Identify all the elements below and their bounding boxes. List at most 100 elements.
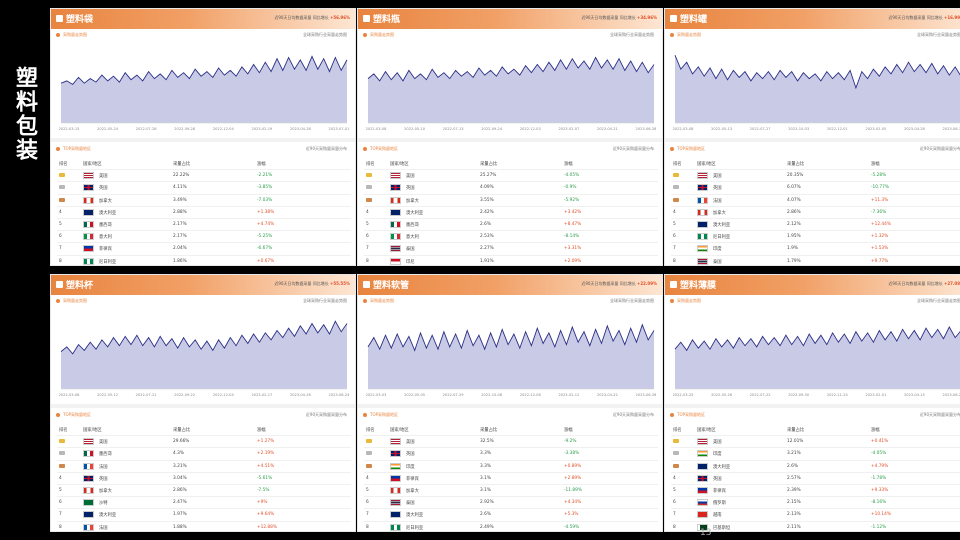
dot-icon [363, 299, 367, 303]
rank-cell: 6 [59, 234, 62, 239]
share-value: 2.86% [173, 487, 187, 493]
flag-icon [83, 450, 94, 458]
header-rank: 排名 [59, 428, 68, 433]
share-value: 25.27% [480, 173, 497, 179]
rank-text: 5 [673, 221, 676, 227]
panel-title: 塑料瓶 [373, 15, 401, 25]
box-icon [363, 15, 370, 22]
growth-cell: -10.77% [871, 185, 889, 191]
country-name: 菲律宾 [406, 476, 419, 482]
share-value: 22.22% [173, 173, 190, 179]
rank-text: 4 [366, 475, 369, 481]
rank-cell [673, 451, 679, 457]
rank-text: 5 [59, 487, 62, 493]
growth-cell: +0.89% [564, 463, 582, 469]
header-growth: 涨幅 [871, 428, 880, 433]
country-name: 印度 [713, 452, 722, 458]
rank-cell [366, 185, 372, 191]
rank-text: 4 [673, 475, 676, 481]
flag-icon [390, 450, 401, 458]
share-value: 2.39% [787, 487, 801, 493]
country-name: 俄罗斯 [713, 501, 726, 507]
country-name: 澳大利亚 [406, 210, 424, 216]
table-row: 8 尼日利亚 1.86% +0.67% [57, 256, 351, 266]
x-tick-label: 2022-05-24 [97, 127, 119, 131]
chart-note: 全球采购行业采量走势图 [303, 32, 347, 37]
chart-area [61, 321, 347, 389]
panel-grid: 塑料袋 近90天日均数据采量 同比增长 +56.96% 采购量走势图 全球采购行… [50, 8, 960, 538]
growth-cell: +3.42% [564, 209, 582, 215]
table-sub-label: TOP采购量地区 [370, 146, 399, 151]
rank-cell: 6 [673, 500, 676, 505]
header-rank: 排名 [673, 162, 682, 167]
flag-icon [697, 511, 708, 519]
rank-cell: 7 [366, 512, 369, 517]
rank-cell: 5 [673, 488, 676, 493]
country-name: 印尼 [406, 259, 415, 265]
growth-value: +55.55% [329, 281, 350, 286]
flag-icon [390, 208, 401, 216]
growth-cell: +9.64% [257, 512, 275, 518]
box-icon [56, 281, 63, 288]
country-name: 意大利 [99, 235, 112, 241]
growth-cell: +1.38% [257, 209, 275, 215]
country-name: 澳大利亚 [99, 513, 117, 519]
chart-subheader: 采购量走势图 全球采购行业采量走势图 [358, 295, 662, 307]
flag-icon [83, 245, 94, 253]
share-value: 1.88% [173, 524, 187, 530]
rank-cell: 5 [673, 222, 676, 227]
growth-cell: +0.41% [871, 439, 889, 445]
medal-icon [673, 197, 679, 202]
rank-text: 4 [366, 209, 369, 215]
x-tick-label: 2022-05-10 [404, 127, 426, 131]
flag-icon [390, 196, 401, 204]
meta-label: 近90天日均数据采量 同比增长 [274, 15, 329, 20]
rank-cell [366, 173, 372, 179]
x-tick-label: 2023-04-22 [597, 393, 618, 397]
growth-cell: +4.74% [257, 221, 275, 227]
table-row: 4 澳大利亚 2.42% +3.42% [364, 207, 658, 219]
chart-area [368, 57, 654, 123]
table-row: 7 泰国 2.27% +3.31% [364, 243, 658, 256]
rank-cell [59, 197, 65, 204]
x-tick-label: 2022-07-27 [750, 127, 771, 131]
chart-note: 全球采购行业采量走势图 [917, 298, 960, 303]
flag-icon [697, 196, 708, 204]
dot-icon [363, 33, 367, 37]
share-value: 2.6% [480, 512, 491, 518]
table-row: 4 菲律宾 3.1% +2.89% [364, 473, 658, 485]
x-tick-label: 2022-03-08 [366, 127, 387, 131]
product-panel: 塑料软管 近90天日均数据采量 同比增长 +22.09% 采购量走势图 全球采购… [357, 274, 663, 532]
x-tick-label: 2023-04-28 [904, 127, 926, 131]
chart-sub-label: 采购量走势图 [677, 32, 701, 37]
table-sub-label: TOP采购量地区 [63, 412, 92, 417]
growth-cell: -5.28% [871, 173, 887, 179]
flag-icon [390, 438, 401, 446]
growth-cell: +4.34% [564, 500, 582, 506]
rank-cell [673, 463, 679, 470]
panel-title: 塑料罐 [680, 15, 708, 25]
x-tick-label: 2023-04-21 [597, 127, 618, 131]
country-name: 美国 [99, 174, 108, 180]
flag-icon [83, 233, 94, 241]
dot-icon [363, 147, 367, 151]
share-value: 4.09% [480, 185, 494, 191]
medal-icon [59, 439, 65, 444]
x-tick-label: 2022-03-15 [59, 127, 79, 131]
flag-icon [697, 523, 708, 531]
rank-cell: 6 [366, 500, 369, 505]
table-row: 4 澳大利亚 2.88% +1.38% [57, 207, 351, 219]
table-row: 印度 3.3% +0.89% [364, 461, 658, 473]
flag-icon [390, 499, 401, 507]
growth-cell: -9.2% [564, 439, 577, 445]
x-tick-label: 2022-05-13 [711, 127, 732, 131]
table-note: 近90天采购量采量分布 [305, 146, 347, 151]
x-tick-label: 2022-10-08 [481, 393, 503, 397]
growth-cell: -4.59% [564, 524, 580, 530]
country-name: 越南 [713, 513, 722, 519]
medal-icon [59, 451, 65, 456]
flag-icon [390, 233, 401, 241]
header-share: 采量占比 [787, 162, 805, 167]
country-name: 英国 [713, 476, 722, 482]
table-row: 墨西哥 4.3% +2.19% [57, 448, 351, 461]
